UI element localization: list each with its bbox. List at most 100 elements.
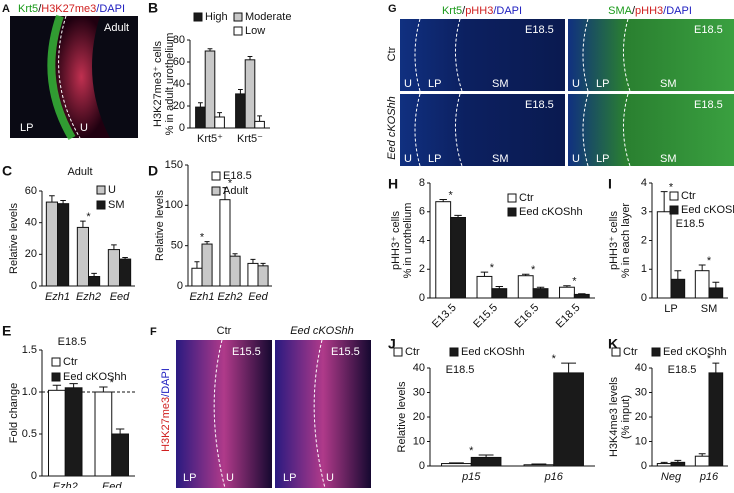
legend-label: Eed cKOShh <box>681 204 734 216</box>
legend-label: Ctr <box>681 190 696 202</box>
legend-swatch <box>611 347 621 357</box>
legend-label: Ctr <box>519 192 534 204</box>
y-axis-label: pHH3⁺ cells <box>608 211 620 270</box>
significance-mark: * <box>86 211 91 223</box>
y-tick-label: 100 <box>165 199 183 211</box>
chart-title: E18.5 <box>446 364 475 376</box>
error-bar <box>439 199 447 202</box>
bar <box>257 265 269 287</box>
panel-letter: C <box>2 163 12 179</box>
legend-label: Adult <box>223 185 248 197</box>
chart-title: E18.5 <box>676 218 705 230</box>
legend-swatch <box>393 347 403 357</box>
bar <box>670 461 686 467</box>
bar <box>491 288 508 299</box>
image-label: SM <box>492 78 509 90</box>
image-label: U <box>572 153 580 165</box>
y-tick-label: 20 <box>413 411 425 423</box>
error-bar <box>712 362 720 373</box>
error-bar <box>480 271 489 277</box>
y-tick-label: 30 <box>635 386 647 398</box>
bar <box>254 120 265 129</box>
stage-label: E15.5 <box>232 346 261 358</box>
micrograph <box>400 94 565 166</box>
panel-letter: D <box>148 163 158 179</box>
bar <box>204 50 216 129</box>
error-bar <box>111 244 117 250</box>
chart-title: Adult <box>67 166 92 178</box>
bar <box>476 275 493 299</box>
title-part: H3K27me3 <box>160 397 172 452</box>
bar <box>45 201 58 287</box>
legend-label: High <box>205 11 228 23</box>
image-label: U <box>326 472 334 484</box>
panel-letter: H <box>388 176 398 192</box>
bar <box>435 201 452 299</box>
y-axis-label: % in adult urothelium <box>164 33 176 136</box>
legend-swatch <box>51 372 61 382</box>
significance-mark: * <box>552 353 557 365</box>
y-tick-label: 40 <box>173 78 185 90</box>
image-panel-f: F H3K27me3/DAPI Ctr Eed cKOShh E15.5 E15… <box>150 325 371 489</box>
y-tick-label: 4 <box>641 177 647 189</box>
panel-letter: I <box>608 176 612 192</box>
x-tick-label: E18.5 <box>554 302 583 331</box>
bar <box>559 286 575 299</box>
legend-swatch <box>669 205 679 215</box>
bar <box>656 463 672 467</box>
tissue <box>52 16 110 138</box>
panel-letter: E <box>2 323 11 339</box>
error-bar <box>232 253 238 257</box>
title-part: Krt5 <box>18 3 38 15</box>
y-axis-label: % in each layer <box>620 203 632 279</box>
legend-swatch <box>507 207 517 217</box>
x-tick-label: E13.5 <box>430 302 459 331</box>
error-bar <box>536 286 545 289</box>
error-bar <box>80 220 86 228</box>
significance-mark: * <box>469 445 474 457</box>
micrograph <box>400 19 565 91</box>
image-panel-a: A Krt5/H3K27me3/DAPI Adult LP U <box>2 3 138 141</box>
stage-label: E18.5 <box>694 99 723 111</box>
significance-mark: * <box>448 189 453 201</box>
legend-label: Eed cKOShh <box>461 346 525 358</box>
error-bar <box>478 454 494 458</box>
title-part: /DAPI <box>96 3 125 15</box>
x-tick-label: p15 <box>461 471 481 483</box>
bar-chart: B 0 20 40 60 80 H3K27me3⁺ cells% in adult urot… <box>148 0 291 145</box>
image-label: U <box>80 122 88 134</box>
bar <box>88 276 101 287</box>
title-part: pHH3 <box>465 5 493 17</box>
stage-label: E15.5 <box>331 346 360 358</box>
legend-label: Moderate <box>245 11 291 23</box>
bar <box>441 463 472 467</box>
krt5-layer <box>47 14 76 141</box>
bar-chart: I 0 1 2 3 4 pHH3⁺ cells% in each layer E18.5 LP *… <box>608 176 734 315</box>
panel-letter: J <box>388 336 396 352</box>
significance-mark: * <box>572 276 577 288</box>
column-label: Ctr <box>217 325 232 337</box>
bar <box>694 455 710 467</box>
title-part: / <box>632 5 636 17</box>
chart-title: E18.5 <box>58 336 87 348</box>
stage-label: E18.5 <box>525 99 554 111</box>
panel-letter: G <box>388 3 397 15</box>
x-tick-label: Ezh2 <box>76 291 101 303</box>
error-bar <box>712 281 720 288</box>
y-tick-label: 60 <box>173 56 185 68</box>
x-tick-label: Ezh1 <box>189 291 214 303</box>
bar <box>694 270 710 299</box>
y-tick-label: 30 <box>413 386 425 398</box>
error-bar <box>49 195 55 203</box>
x-tick-label: SM <box>701 303 718 315</box>
error-bar <box>674 270 682 280</box>
error-bar <box>561 362 577 373</box>
error-bar <box>222 187 228 200</box>
y-tick-label: 50 <box>171 240 183 252</box>
boundary <box>313 339 326 489</box>
legend-label: Ctr <box>623 346 638 358</box>
image-title: Krt5/H3K27me3/DAPI <box>18 3 125 15</box>
error-bar <box>521 273 530 276</box>
error-bar <box>247 56 253 60</box>
legend-label: Eed cKOShh <box>519 206 583 218</box>
